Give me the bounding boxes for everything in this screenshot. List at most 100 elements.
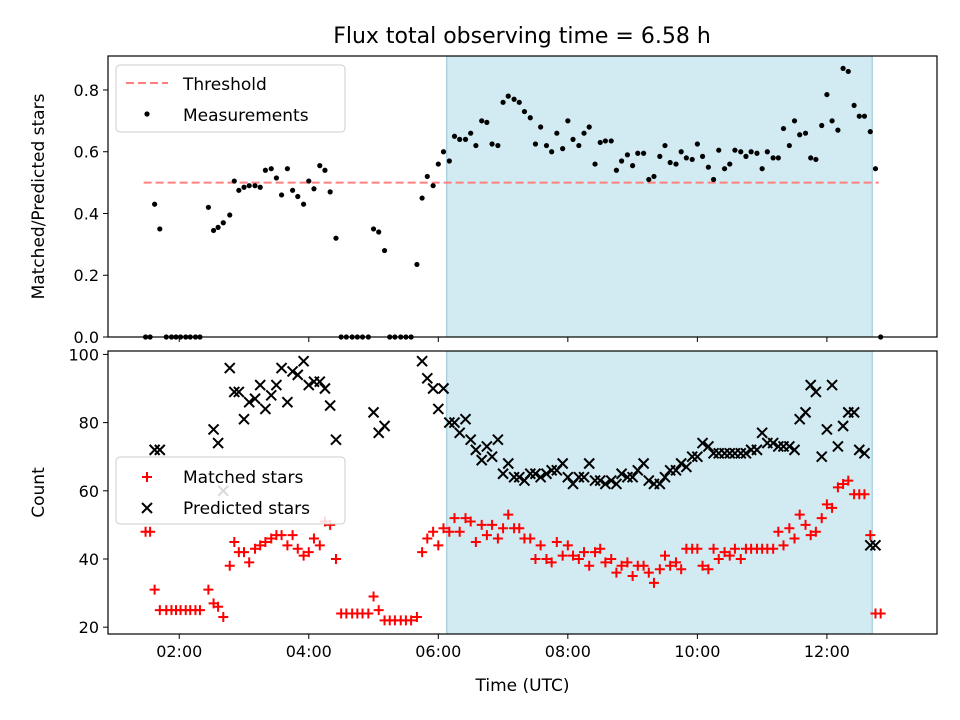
data-point: [621, 471, 634, 483]
data-point: [460, 513, 471, 524]
data-point: [819, 122, 825, 129]
data-point: [800, 519, 811, 530]
x-tick-label: 04:00: [286, 642, 332, 661]
data-point: [759, 166, 765, 172]
data-point: [376, 229, 382, 235]
data-point: [772, 440, 785, 453]
data-point: [667, 159, 673, 166]
data-point: [495, 142, 501, 149]
data-point: [440, 149, 447, 155]
data-point: [498, 523, 509, 534]
data-point: [475, 454, 488, 466]
legend-matched-swatch: [142, 472, 152, 482]
data-point: [454, 526, 465, 537]
data-point: [686, 450, 698, 463]
legend-box: [115, 64, 346, 133]
data-point: [406, 615, 417, 626]
data-point: [203, 584, 214, 595]
data-point: [154, 444, 166, 456]
data-point: [643, 474, 655, 487]
data-point: [492, 533, 503, 544]
data-point: [832, 482, 843, 493]
data-point: [602, 138, 609, 144]
x-tick-label: 10:00: [674, 642, 720, 661]
data-point: [545, 464, 558, 477]
data-point: [297, 355, 310, 367]
data-point: [872, 166, 879, 172]
data-point: [775, 155, 781, 161]
data-point: [492, 433, 504, 446]
data-point: [821, 499, 832, 510]
data-point: [257, 184, 263, 190]
data-point: [851, 102, 857, 109]
legend: Threshold Measurements: [115, 64, 346, 133]
data-point: [835, 127, 841, 133]
data-point: [381, 247, 388, 254]
data-point: [484, 119, 490, 125]
data-point: [838, 478, 849, 489]
data-point: [462, 136, 469, 142]
data-point: [710, 176, 717, 183]
data-point: [826, 379, 838, 391]
data-point: [562, 540, 573, 551]
data-point: [244, 557, 255, 568]
data-point: [829, 118, 835, 124]
data-point: [453, 427, 466, 439]
data-point: [314, 540, 325, 551]
data-point: [791, 118, 798, 124]
data-point: [286, 365, 299, 378]
data-point: [605, 474, 617, 487]
data-point: [732, 147, 738, 153]
series-matched-stars: [140, 475, 886, 626]
y-axis-label: Count: [29, 467, 49, 518]
data-point: [525, 533, 536, 544]
data-point: [260, 536, 271, 547]
data-point: [813, 156, 819, 163]
data-point: [735, 553, 746, 564]
data-point: [543, 142, 550, 149]
data-point: [816, 450, 828, 463]
data-point: [502, 457, 514, 470]
data-point: [630, 163, 636, 169]
data-point: [308, 533, 319, 544]
y-tick-label: 80: [79, 414, 99, 433]
data-point: [157, 226, 163, 232]
data-point: [616, 560, 627, 571]
data-point: [624, 152, 631, 158]
data-point: [816, 513, 827, 524]
legend: Matched stars Predicted stars: [115, 456, 346, 525]
y-tick-label: 40: [79, 550, 99, 569]
data-point: [670, 464, 682, 477]
data-point: [678, 149, 684, 155]
series-measurements: [142, 65, 884, 340]
data-point: [635, 150, 641, 156]
data-point: [259, 403, 272, 415]
legend-measurements-swatch: [144, 111, 150, 117]
data-point: [570, 136, 576, 142]
data-point: [832, 440, 844, 453]
data-point: [590, 547, 601, 558]
data-point: [694, 141, 700, 147]
data-point: [600, 557, 611, 568]
data-point: [840, 65, 846, 71]
data-point: [333, 235, 339, 241]
data-point: [489, 141, 495, 147]
data-point: [330, 433, 342, 446]
data-point: [373, 605, 384, 616]
data-point: [773, 526, 784, 537]
data-point: [780, 125, 787, 132]
data-point: [227, 212, 233, 218]
data-point: [327, 189, 333, 195]
data-point: [368, 591, 379, 602]
shaded-region: [446, 350, 873, 635]
data-point: [610, 478, 623, 490]
data-point: [805, 530, 816, 541]
data-point: [511, 96, 517, 102]
data-point: [735, 447, 747, 459]
data-point: [637, 457, 650, 470]
legend-entry: Predicted stars: [183, 499, 310, 519]
data-point: [428, 526, 439, 537]
data-point: [486, 450, 498, 463]
data-point: [858, 447, 871, 459]
